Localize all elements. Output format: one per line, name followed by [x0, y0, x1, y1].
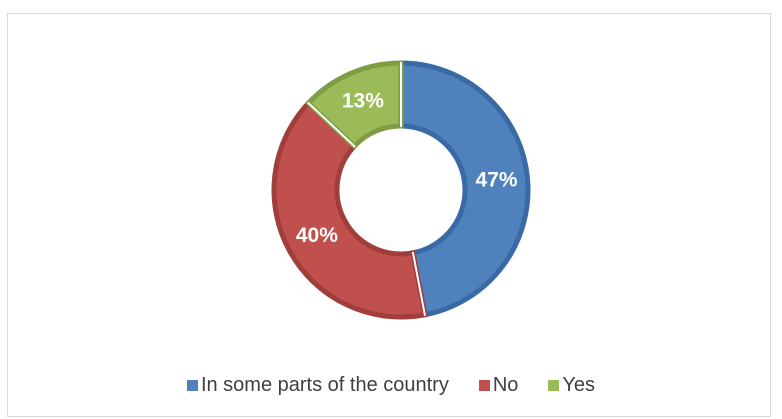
- donut-slice-in-some-parts: [398, 60, 531, 318]
- legend-swatch-yes: [548, 380, 560, 391]
- legend-swatch-in-some-parts: [186, 380, 198, 391]
- data-labels: 47% 40% 13%: [296, 89, 518, 246]
- legend-item-in-some-parts: In some parts of the country: [186, 374, 449, 397]
- legend-item-no: No: [478, 374, 519, 397]
- slice-separator-no: [411, 251, 426, 316]
- legend-item-yes: Yes: [548, 374, 595, 397]
- legend-swatch-no: [478, 380, 490, 391]
- donut-slices: [271, 60, 531, 320]
- legend-label-yes: Yes: [562, 374, 596, 396]
- legend-label-no: No: [492, 374, 519, 396]
- slice-separator-yes: [307, 101, 356, 148]
- legend-label-in-some-parts: In some parts of the country: [200, 374, 449, 396]
- data-label-in-some-parts: 47%: [476, 169, 518, 192]
- donut-slice-no: [271, 99, 428, 320]
- data-label-no: 40%: [296, 224, 338, 247]
- chart-legend: In some parts of the country No Yes: [0, 374, 782, 397]
- data-label-yes: 13%: [342, 89, 384, 112]
